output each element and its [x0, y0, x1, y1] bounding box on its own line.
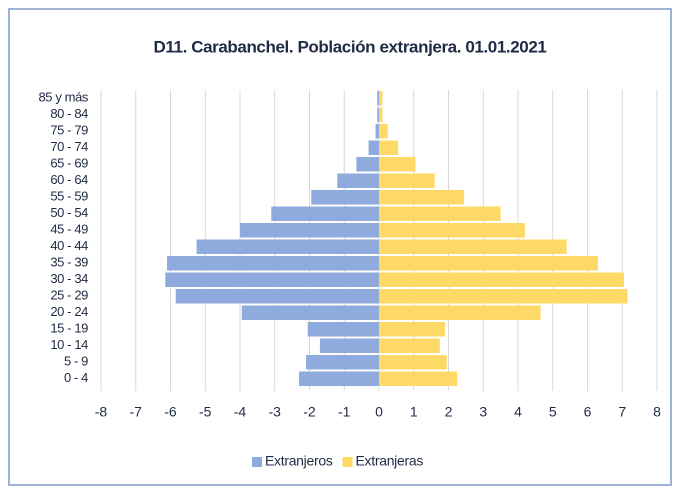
x-tick-label: -2 [303, 404, 316, 420]
y-tick-label: 20 - 24 [50, 304, 88, 319]
y-tick-label: 40 - 44 [50, 238, 88, 253]
y-tick-label: 15 - 19 [50, 321, 88, 336]
bar [271, 206, 379, 222]
bar [379, 189, 465, 205]
x-tick-label: -6 [164, 404, 177, 420]
bar [299, 371, 379, 387]
bar [375, 123, 379, 139]
y-tick-label: 5 - 9 [64, 354, 88, 369]
x-tick-label: 6 [584, 404, 592, 420]
bar [379, 140, 399, 156]
bar [379, 371, 458, 387]
y-tick-label: 60 - 64 [50, 172, 88, 187]
bar [377, 90, 379, 106]
bar [337, 173, 379, 189]
bar [379, 305, 541, 321]
x-tick-label: -3 [269, 404, 282, 420]
x-tick-label: -7 [130, 404, 143, 420]
x-tick-label: -8 [95, 404, 108, 420]
x-tick-label: 8 [653, 404, 661, 420]
bar [379, 156, 416, 172]
legend-swatch [342, 457, 353, 467]
x-tick-label: 5 [549, 404, 557, 420]
y-tick-label: 10 - 14 [50, 337, 88, 352]
bar [241, 305, 379, 321]
bar [240, 222, 379, 238]
bar [368, 140, 379, 156]
y-tick-label: 45 - 49 [50, 222, 88, 237]
y-tick-label: 75 - 79 [50, 123, 88, 138]
y-tick-label: 65 - 69 [50, 156, 88, 171]
y-tick-label: 30 - 34 [50, 271, 88, 286]
bar [379, 239, 567, 255]
bar [379, 321, 446, 337]
bar [356, 156, 379, 172]
legend-label: Extranjeras [356, 453, 424, 469]
bar [306, 354, 379, 370]
bar [379, 90, 383, 106]
y-tick-label: 85 y más [38, 90, 88, 105]
y-tick-label: 35 - 39 [50, 255, 88, 270]
x-tick-label: 3 [479, 404, 487, 420]
bar [379, 288, 628, 304]
bar [379, 272, 624, 288]
bar [379, 222, 525, 238]
x-tick-label: -1 [338, 404, 351, 420]
x-tick-label: -5 [199, 404, 212, 420]
x-tick-label: 0 [375, 404, 383, 420]
bar [196, 239, 379, 255]
bar [165, 272, 379, 288]
bar [379, 255, 598, 271]
y-tick-label: 0 - 4 [64, 370, 88, 385]
y-tick-label: 50 - 54 [50, 205, 88, 220]
legend-label: Extranjeros [265, 453, 333, 469]
bar [379, 206, 501, 222]
x-tick-label: 1 [410, 404, 418, 420]
legend-swatch [252, 457, 262, 467]
x-tick-label: 4 [514, 404, 522, 420]
bar [167, 255, 379, 271]
y-tick-label: 70 - 74 [50, 139, 88, 154]
bar [175, 288, 379, 304]
bar [379, 123, 388, 139]
bar [307, 321, 379, 337]
x-tick-label: -4 [234, 404, 247, 420]
bar [311, 189, 379, 205]
y-tick-label: 55 - 59 [50, 189, 88, 204]
bar [379, 354, 447, 370]
chart-title: D11. Carabanchel. Población extranjera. … [154, 37, 547, 56]
y-tick-label: 80 - 84 [50, 106, 88, 121]
bar [377, 107, 379, 123]
bar [379, 173, 435, 189]
bar [379, 338, 440, 354]
bar [319, 338, 379, 354]
x-tick-label: 7 [618, 404, 626, 420]
y-tick-label: 25 - 29 [50, 288, 88, 303]
bar [379, 107, 383, 123]
x-tick-label: 2 [445, 404, 453, 420]
